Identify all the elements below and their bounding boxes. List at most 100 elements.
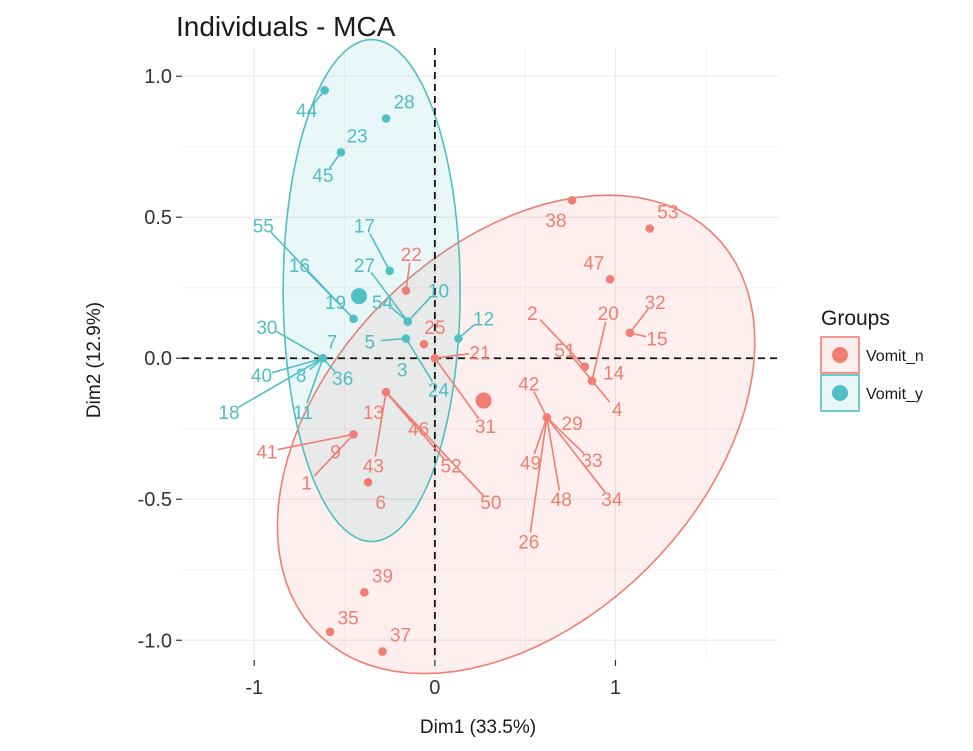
point-26 (542, 413, 552, 422)
point-39 (360, 588, 369, 597)
point-label-49: 49 (520, 454, 541, 475)
point-label-44: 44 (296, 101, 318, 122)
point-label-53: 53 (657, 203, 678, 224)
point-label-29: 29 (562, 414, 583, 435)
point-4 (587, 376, 597, 386)
point-28 (381, 114, 391, 123)
connector-21 (434, 352, 470, 360)
point-label-37: 37 (390, 626, 411, 647)
point-label-8: 8 (296, 366, 307, 387)
connector-22 (405, 262, 411, 291)
plot-panel (182, 48, 778, 660)
point-label-4: 4 (612, 400, 623, 421)
point-47 (605, 274, 615, 284)
x-tick-label: 1 (610, 677, 621, 699)
y-tick-label: 0.5 (144, 207, 172, 229)
legend-label-Vomit_n: Vomit_n (866, 348, 924, 365)
point-label-7: 7 (327, 332, 338, 353)
connector-26 (529, 417, 548, 533)
data-points (318, 86, 655, 656)
point-label-50: 50 (480, 493, 501, 514)
y-tick-label: 1.0 (144, 66, 172, 88)
centroid-Vomit_n (475, 392, 492, 409)
point-label-24: 24 (428, 380, 450, 401)
connector-49 (533, 417, 548, 455)
point-label-10: 10 (428, 282, 449, 303)
point-label-48: 48 (551, 490, 572, 511)
point-7 (318, 353, 328, 363)
point-15 (625, 328, 635, 338)
connector-34 (546, 416, 606, 493)
point-label-19: 19 (325, 293, 346, 314)
point-label-39: 39 (372, 566, 393, 587)
chart-title: Individuals - MCA (176, 11, 396, 42)
point-22 (401, 286, 411, 295)
point-53 (645, 224, 655, 233)
point-label-34: 34 (601, 490, 623, 511)
connector-11 (306, 357, 324, 404)
point-label-42: 42 (518, 375, 539, 396)
ellipse-Vomit_n (276, 194, 756, 675)
legend-marker-Vomit_n (832, 347, 848, 363)
connector-50 (385, 391, 484, 497)
connector-2 (539, 318, 586, 368)
y-tick-label: -0.5 (138, 489, 172, 511)
label-connectors (238, 89, 649, 533)
connector-16 (306, 270, 355, 320)
point-38 (567, 195, 577, 205)
connector-33 (546, 416, 585, 455)
point-label-52: 52 (441, 456, 462, 477)
point-label-13: 13 (363, 403, 384, 424)
y-tick-label: 0.0 (144, 348, 172, 370)
point-35 (325, 627, 335, 637)
point-label-47: 47 (583, 253, 604, 274)
point-label-40: 40 (251, 366, 272, 387)
legend-label-Vomit_y: Vomit_y (866, 386, 923, 403)
point-label-16: 16 (289, 256, 310, 277)
point-label-36: 36 (332, 369, 353, 390)
point-label-17: 17 (354, 217, 375, 238)
point-label-20: 20 (598, 304, 619, 325)
point-37 (378, 647, 387, 656)
point-44 (320, 86, 329, 95)
point-label-35: 35 (338, 609, 359, 630)
point-label-33: 33 (581, 451, 602, 472)
connector-40 (271, 357, 324, 374)
centroid-Vomit_y (350, 288, 367, 305)
connector-48 (546, 417, 561, 491)
point-13 (381, 387, 391, 397)
point-5 (401, 334, 411, 343)
connector-24 (405, 338, 434, 383)
point-21 (430, 353, 440, 363)
point-6 (363, 478, 373, 487)
point-label-25: 25 (424, 318, 445, 339)
legend-title: Groups (821, 307, 890, 330)
point-17 (385, 266, 394, 276)
point-label-9: 9 (330, 442, 341, 463)
point-1 (349, 430, 358, 439)
connector-18 (238, 357, 324, 409)
point-label-11: 11 (293, 403, 313, 424)
point-label-41: 41 (256, 442, 277, 463)
point-16 (349, 314, 358, 324)
point-label-26: 26 (518, 533, 539, 554)
connector-10 (407, 296, 432, 323)
point-label-2: 2 (527, 304, 538, 325)
point-label-6: 6 (375, 493, 386, 514)
y-tick-label: -1.0 (138, 630, 172, 652)
point-label-46: 46 (408, 420, 429, 441)
connector-30 (276, 330, 324, 359)
connector-43 (374, 391, 387, 457)
point-label-22: 22 (401, 245, 422, 266)
point-label-27: 27 (354, 256, 375, 277)
y-axis-label: Dim2 (12.9%) (84, 302, 105, 418)
point-label-1: 1 (301, 473, 312, 494)
legend-marker-Vomit_y (832, 385, 848, 401)
point-label-43: 43 (363, 456, 384, 477)
point-label-38: 38 (545, 211, 566, 232)
connector-1 (313, 433, 355, 477)
point-25 (419, 339, 429, 349)
point-label-28: 28 (394, 93, 415, 114)
